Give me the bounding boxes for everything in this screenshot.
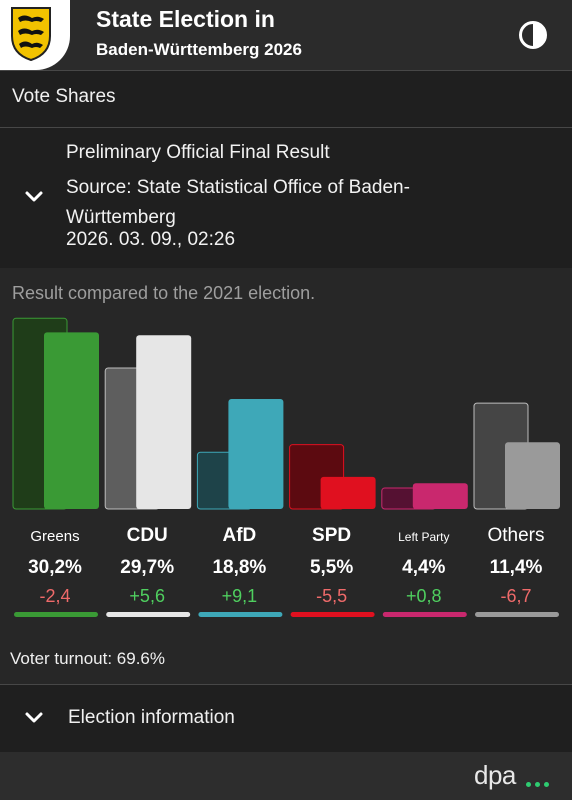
category-label: Others [487, 525, 544, 546]
chart-caption: Result compared to the 2021 election. [12, 283, 316, 303]
result-timestamp: 2026. 03. 09., 02:26 [66, 229, 236, 250]
page-title: State Election in [96, 6, 275, 32]
bar-2026 [412, 483, 468, 509]
divider [0, 684, 572, 685]
brand-logo: dpa [474, 760, 516, 790]
value-label: 4,4% [402, 557, 445, 578]
vote-share-chart: Greens 30,2% -2,4 CDU 29,7% +5,6 AfD 18,8% +9,1 S… [12, 317, 560, 617]
change-label: -5,5 [316, 586, 347, 606]
category-label: CDU [127, 525, 168, 546]
bar-2026 [44, 332, 99, 509]
bar-2026 [505, 442, 560, 509]
chevron-down-icon[interactable] [23, 186, 45, 208]
divider [0, 127, 572, 128]
bar-2026 [136, 335, 192, 509]
page-subtitle: Baden-Württemberg 2026 [96, 40, 302, 59]
chevron-down-icon[interactable] [23, 707, 45, 729]
category-label: Greens [30, 528, 79, 545]
bar-2026 [228, 399, 284, 509]
party-color-bar [475, 612, 559, 617]
change-label: -6,7 [500, 586, 531, 606]
bar-2026 [320, 476, 376, 509]
party-color-bar [290, 612, 375, 617]
category-label: AfD [223, 525, 257, 546]
divider [0, 70, 572, 71]
coat-of-arms-logo [0, 0, 70, 70]
result-source: Source: State Statistical Office of Bade… [66, 177, 410, 228]
value-label: 18,8% [212, 557, 266, 578]
value-label: 30,2% [28, 557, 82, 578]
change-label: -2,4 [39, 586, 70, 606]
value-label: 29,7% [120, 557, 174, 578]
party-color-bar [198, 612, 283, 617]
more-dots-icon[interactable] [526, 774, 553, 792]
change-label: +9,1 [222, 586, 258, 606]
election-info-toggle[interactable]: Election information [68, 707, 235, 728]
category-label: SPD [312, 525, 351, 546]
party-color-bar [14, 612, 98, 617]
voter-turnout: Voter turnout: 69.6% [10, 649, 165, 668]
party-color-bar [106, 612, 191, 617]
section-title: Vote Shares [12, 86, 116, 107]
party-color-bar [382, 612, 467, 617]
change-label: +0,8 [406, 586, 442, 606]
app-header: State Election in Baden-Württemberg 2026 [0, 0, 572, 70]
category-label: Left Party [398, 530, 449, 544]
result-status: Preliminary Official Final Result [66, 142, 330, 163]
value-label: 11,4% [490, 557, 543, 578]
theme-toggle-icon[interactable] [518, 20, 548, 50]
value-label: 5,5% [310, 557, 353, 578]
footer [0, 752, 572, 800]
change-label: +5,6 [129, 586, 165, 606]
